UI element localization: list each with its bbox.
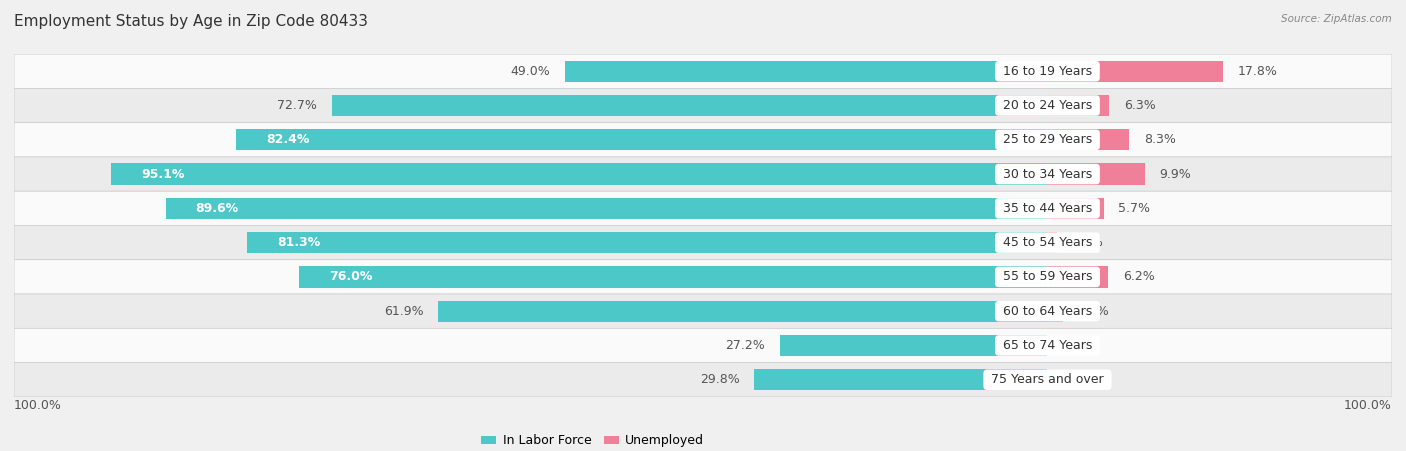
Bar	[1047, 163, 1144, 185]
FancyBboxPatch shape	[14, 157, 1392, 191]
Text: 55 to 59 Years: 55 to 59 Years	[998, 271, 1097, 283]
Text: 0.0%: 0.0%	[1063, 373, 1094, 386]
Text: 9.9%: 9.9%	[1160, 168, 1191, 180]
Bar	[780, 335, 1047, 356]
Text: 75 Years and over: 75 Years and over	[987, 373, 1108, 386]
Text: 76.0%: 76.0%	[329, 271, 373, 283]
Text: 61.9%: 61.9%	[384, 305, 423, 318]
Bar	[1047, 60, 1223, 82]
Bar	[754, 369, 1047, 391]
FancyBboxPatch shape	[14, 363, 1392, 397]
Text: 100.0%: 100.0%	[14, 399, 62, 412]
Text: Source: ZipAtlas.com: Source: ZipAtlas.com	[1281, 14, 1392, 23]
Bar	[1047, 266, 1108, 288]
Bar	[299, 266, 1047, 288]
FancyBboxPatch shape	[14, 226, 1392, 260]
Bar	[236, 129, 1047, 151]
Text: 95.1%: 95.1%	[141, 168, 184, 180]
Text: 20 to 24 Years: 20 to 24 Years	[998, 99, 1097, 112]
Text: 1.0%: 1.0%	[1073, 236, 1104, 249]
FancyBboxPatch shape	[14, 123, 1392, 157]
Text: 100.0%: 100.0%	[1344, 399, 1392, 412]
FancyBboxPatch shape	[14, 88, 1392, 123]
FancyBboxPatch shape	[14, 191, 1392, 226]
Bar	[1047, 300, 1063, 322]
Bar	[439, 300, 1047, 322]
Text: 60 to 64 Years: 60 to 64 Years	[998, 305, 1097, 318]
FancyBboxPatch shape	[14, 54, 1392, 88]
Text: Employment Status by Age in Zip Code 80433: Employment Status by Age in Zip Code 804…	[14, 14, 368, 28]
Text: 35 to 44 Years: 35 to 44 Years	[998, 202, 1097, 215]
Text: 82.4%: 82.4%	[266, 133, 309, 146]
Text: 27.2%: 27.2%	[725, 339, 765, 352]
FancyBboxPatch shape	[14, 260, 1392, 294]
Bar	[247, 232, 1047, 253]
Text: 0.0%: 0.0%	[1063, 339, 1094, 352]
Bar	[1047, 232, 1057, 253]
Text: 30 to 34 Years: 30 to 34 Years	[998, 168, 1097, 180]
Text: 8.3%: 8.3%	[1144, 133, 1175, 146]
Text: 49.0%: 49.0%	[510, 65, 551, 78]
FancyBboxPatch shape	[14, 294, 1392, 328]
Legend: In Labor Force, Unemployed: In Labor Force, Unemployed	[477, 429, 709, 451]
Text: 16 to 19 Years: 16 to 19 Years	[998, 65, 1097, 78]
Bar	[332, 95, 1047, 116]
FancyBboxPatch shape	[14, 328, 1392, 363]
Text: 17.8%: 17.8%	[1237, 65, 1277, 78]
Bar	[111, 163, 1047, 185]
Text: 45 to 54 Years: 45 to 54 Years	[998, 236, 1097, 249]
Bar	[1047, 198, 1104, 219]
Text: 25 to 29 Years: 25 to 29 Years	[998, 133, 1097, 146]
Text: 72.7%: 72.7%	[277, 99, 318, 112]
Text: 5.7%: 5.7%	[1118, 202, 1150, 215]
Text: 6.3%: 6.3%	[1125, 99, 1156, 112]
Bar	[166, 198, 1047, 219]
Bar	[1047, 95, 1109, 116]
Text: 1.6%: 1.6%	[1078, 305, 1109, 318]
Text: 81.3%: 81.3%	[277, 236, 321, 249]
Text: 29.8%: 29.8%	[700, 373, 740, 386]
Text: 65 to 74 Years: 65 to 74 Years	[998, 339, 1097, 352]
Text: 89.6%: 89.6%	[195, 202, 238, 215]
Bar	[1047, 129, 1129, 151]
Bar	[565, 60, 1047, 82]
Text: 6.2%: 6.2%	[1123, 271, 1154, 283]
